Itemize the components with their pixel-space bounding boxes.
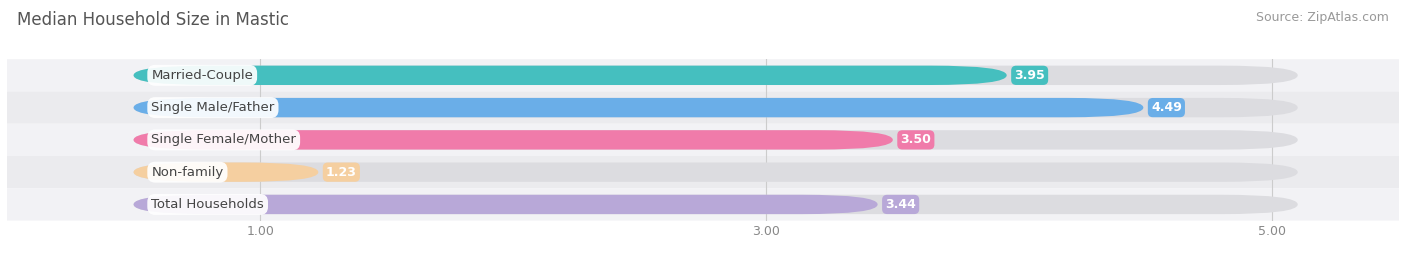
Text: Source: ZipAtlas.com: Source: ZipAtlas.com <box>1256 11 1389 24</box>
Text: 1.23: 1.23 <box>326 166 357 179</box>
Text: 3.44: 3.44 <box>886 198 917 211</box>
Text: Median Household Size in Mastic: Median Household Size in Mastic <box>17 11 288 29</box>
FancyBboxPatch shape <box>7 59 1399 91</box>
FancyBboxPatch shape <box>134 66 1007 85</box>
Text: 4.49: 4.49 <box>1152 101 1182 114</box>
FancyBboxPatch shape <box>134 98 1298 117</box>
Text: 3.50: 3.50 <box>900 133 931 146</box>
Text: Single Female/Mother: Single Female/Mother <box>152 133 297 146</box>
FancyBboxPatch shape <box>134 130 893 150</box>
FancyBboxPatch shape <box>134 162 318 182</box>
Text: Total Households: Total Households <box>152 198 264 211</box>
FancyBboxPatch shape <box>134 130 1298 150</box>
FancyBboxPatch shape <box>134 195 877 214</box>
FancyBboxPatch shape <box>7 156 1399 188</box>
FancyBboxPatch shape <box>7 91 1399 124</box>
Text: Single Male/Father: Single Male/Father <box>152 101 274 114</box>
Text: 3.95: 3.95 <box>1014 69 1045 82</box>
FancyBboxPatch shape <box>134 162 1298 182</box>
Text: Non-family: Non-family <box>152 166 224 179</box>
FancyBboxPatch shape <box>7 188 1399 221</box>
Text: Married-Couple: Married-Couple <box>152 69 253 82</box>
FancyBboxPatch shape <box>134 195 1298 214</box>
FancyBboxPatch shape <box>134 66 1298 85</box>
FancyBboxPatch shape <box>134 98 1143 117</box>
FancyBboxPatch shape <box>7 124 1399 156</box>
